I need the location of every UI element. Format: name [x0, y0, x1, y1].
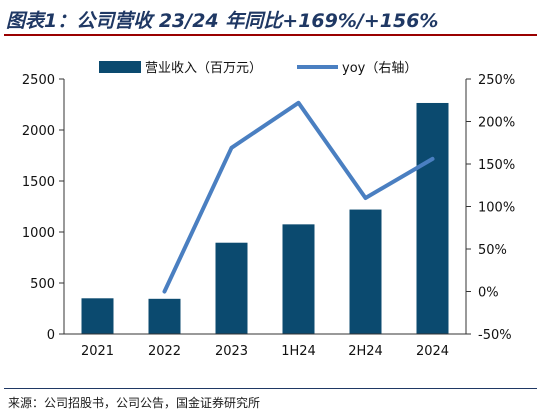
revenue-bar-2021 — [81, 298, 114, 334]
left-tick-label: 2000 — [22, 124, 55, 139]
left-tick-label: 0 — [47, 328, 55, 343]
right-tick-label: 150% — [478, 158, 515, 173]
left-tick-label: 1000 — [22, 226, 55, 241]
right-tick-label: -50% — [478, 328, 512, 343]
left-tick-label: 1500 — [22, 175, 55, 190]
legend-line-label: yoy（右轴） — [342, 61, 417, 76]
left-tick-label: 2500 — [22, 73, 55, 88]
right-tick-label: 200% — [478, 116, 515, 131]
revenue-yoy-chart: 营业收入（百万元） yoy（右轴） 0 500 1000 1500 2000 2500 -… — [22, 61, 515, 359]
right-tick-label: 0% — [478, 286, 499, 301]
revenue-bar-2024 — [416, 102, 449, 334]
x-tick-label: 1H24 — [281, 344, 316, 359]
revenue-bar-2023 — [215, 242, 248, 334]
x-tick-label: 2021 — [81, 344, 114, 359]
revenue-bar-2h24 — [349, 209, 382, 334]
x-tick-label: 2024 — [416, 344, 449, 359]
legend-bar-label: 营业收入（百万元） — [145, 61, 262, 76]
source-note: 来源：公司招股书，公司公告，国金证券研究所 — [8, 396, 261, 410]
right-tick-label: 50% — [478, 243, 507, 258]
title-underline — [4, 34, 537, 36]
x-tick-label: 2H24 — [348, 344, 383, 359]
right-tick-label: 100% — [478, 201, 515, 216]
x-axis: 2021 2022 2023 1H24 2H24 2024 — [81, 344, 449, 359]
revenue-bar-1h24 — [282, 224, 315, 334]
left-axis: 0 500 1000 1500 2000 2500 — [22, 73, 65, 343]
x-tick-label: 2023 — [215, 344, 248, 359]
legend-bar-swatch — [99, 61, 141, 73]
bar-series — [81, 102, 449, 334]
x-tick-label: 2022 — [148, 344, 181, 359]
legend: 营业收入（百万元） yoy（右轴） — [99, 61, 417, 76]
right-tick-label: 250% — [478, 73, 515, 88]
left-tick-label: 500 — [30, 277, 55, 292]
chart-title: 图表1：公司营收 23/24 年同比+169%/+156% — [6, 10, 439, 32]
right-axis: -50% 0% 50% 100% 150% 200% 250% — [465, 73, 515, 343]
chart-title-area: 图表1：公司营收 23/24 年同比+169%/+156% — [4, 2, 537, 36]
source-divider — [4, 388, 537, 389]
revenue-bar-2022 — [148, 298, 181, 334]
yoy-line — [162, 100, 435, 294]
